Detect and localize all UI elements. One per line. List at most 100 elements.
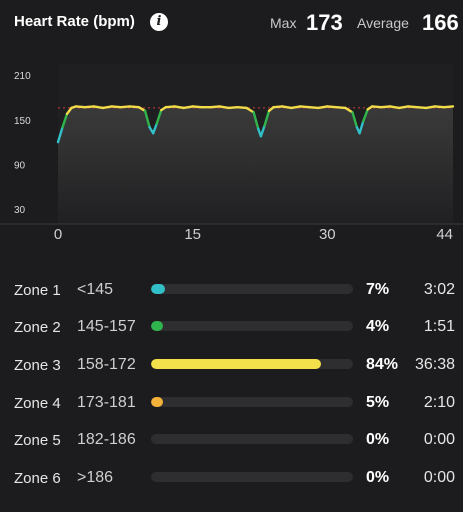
zone-bar-track (151, 359, 353, 369)
hr-line-segment (263, 109, 271, 128)
max-value: 173 (306, 10, 343, 35)
hr-line-segment (317, 105, 329, 110)
hr-line-segment (371, 105, 383, 109)
zone-time: 0:00 (423, 431, 455, 448)
hr-line-segment (290, 105, 302, 110)
zone-row: Zone 3 158-172 84% 36:38 (0, 347, 463, 384)
hr-line-segment (83, 105, 96, 109)
zone-bar-fill (151, 359, 321, 369)
hr-line-segment (259, 124, 266, 138)
zone-percent: 84% (366, 356, 399, 373)
hr-line-segment (110, 105, 123, 109)
hr-line-segment (173, 105, 185, 110)
hr-line-segment (191, 105, 203, 109)
zone-row: Zone 4 173-181 5% 2:10 (0, 385, 463, 422)
hr-line-segment (380, 105, 392, 109)
zone-row: Zone 5 182-186 0% 0:00 (0, 422, 463, 459)
x-tick-label: 0 (54, 226, 62, 243)
hr-line-segment (424, 105, 437, 110)
hr-line-segment (61, 112, 69, 129)
area-fill (58, 106, 453, 224)
hr-line-segment (397, 105, 410, 110)
zone-bar-track (151, 434, 353, 444)
hr-line-segment (209, 105, 221, 109)
y-tick-label: 90 (14, 160, 26, 171)
hr-line-segment (143, 109, 151, 129)
hr-line-segment (227, 106, 239, 110)
zone-percent: 0% (366, 431, 390, 448)
zone-range: 182-186 (77, 431, 136, 448)
page-title: Heart Rate (bpm) (14, 13, 135, 30)
hr-line-segment (92, 105, 105, 110)
zone-time: 3:02 (423, 281, 455, 298)
zone-range: 173-181 (77, 394, 136, 411)
hr-line-segment (65, 106, 73, 116)
zone-time: 1:51 (423, 318, 455, 335)
hr-line-segment (335, 106, 347, 110)
zone-time: 0:00 (423, 469, 455, 486)
y-tick-label: 30 (14, 205, 26, 216)
hr-line-segment (56, 126, 64, 144)
hr-line-segment (442, 105, 455, 109)
hr-line-segment (218, 105, 230, 110)
zone-time: 2:10 (423, 394, 455, 411)
hr-line-segment (326, 105, 338, 109)
zone-bar-track (151, 472, 353, 482)
zone-row: Zone 6 >186 0% 0:00 (0, 460, 463, 497)
zone-name: Zone 2 (14, 319, 61, 336)
hr-line-segment (245, 106, 255, 114)
zone-name: Zone 4 (14, 395, 61, 412)
hr-line-segment (389, 105, 401, 110)
zone-bar-track (151, 397, 353, 407)
x-tick-label: 15 (184, 226, 201, 243)
average-value: 166 (422, 10, 459, 35)
heart-rate-chart: 210 150 90 30 0 15 30 44 (0, 56, 463, 246)
zone-percent: 5% (366, 394, 390, 411)
y-tick-label: 210 (14, 71, 31, 82)
hr-line-segment (308, 106, 320, 110)
hr-line-segment (119, 105, 132, 109)
hr-line-segment (236, 106, 248, 110)
hr-line-segment (281, 105, 293, 110)
hr-line-segment (155, 108, 163, 125)
hr-line-segment (362, 108, 369, 123)
average-label: Average (357, 15, 409, 31)
heart-rate-chart-svg: 210 150 90 30 0 15 30 44 (0, 64, 463, 243)
hr-line-segment (164, 105, 176, 109)
zone-name: Zone 5 (14, 432, 61, 449)
zone-bar-fill (151, 321, 164, 331)
zone-row: Zone 1 <145 7% 3:02 (0, 272, 463, 309)
x-tick-label: 44 (436, 226, 453, 243)
max-label: Max (270, 15, 297, 31)
x-tick-label: 30 (319, 226, 336, 243)
zone-range: <145 (77, 281, 114, 298)
zone-range: 145-157 (77, 318, 136, 335)
hr-line-segment (252, 111, 260, 130)
zone-bar-track (151, 284, 353, 294)
zone-range: >186 (77, 469, 114, 486)
zone-range: 158-172 (77, 356, 136, 373)
zone-row: Zone 2 145-157 4% 1:51 (0, 309, 463, 346)
hr-line-segment (299, 105, 311, 109)
hr-line-segment (272, 105, 284, 109)
hr-line-segment (74, 105, 87, 109)
zone-percent: 7% (366, 281, 390, 298)
hr-line-segment (406, 105, 419, 109)
zone-bar-fill (151, 397, 164, 407)
y-tick-label: 150 (14, 116, 31, 127)
zone-bar-fill (151, 284, 166, 294)
hr-line-segment (151, 122, 159, 135)
zone-percent: 0% (366, 469, 390, 486)
zone-name: Zone 3 (14, 357, 61, 374)
hr-line-segment (351, 111, 359, 129)
zone-bar-track (151, 321, 353, 331)
info-icon[interactable]: i (150, 13, 168, 31)
hr-line-segment (137, 106, 147, 113)
zone-name: Zone 1 (14, 282, 61, 299)
hr-line-segment (433, 105, 446, 109)
zone-time: 36:38 (414, 356, 455, 373)
hr-line-segment (344, 106, 354, 114)
hr-line-segment (128, 105, 141, 109)
hr-line-segment (415, 106, 428, 110)
hr-line-segment (182, 105, 194, 110)
